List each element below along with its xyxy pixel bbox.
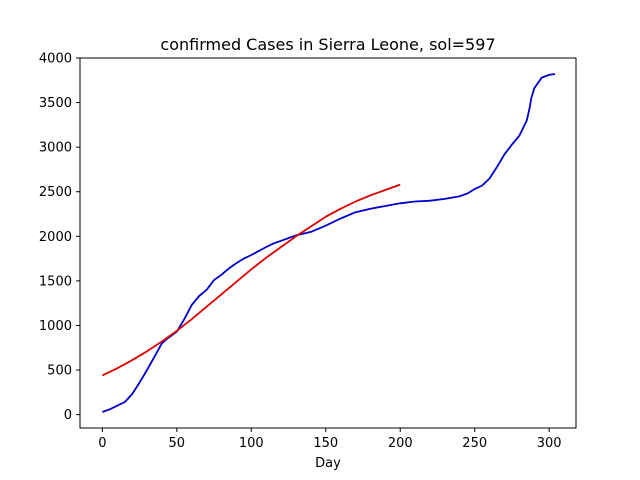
y-tick-label: 1000 — [39, 319, 72, 334]
x-tick-label: 100 — [239, 436, 264, 451]
y-tick-label: 2500 — [39, 185, 72, 200]
x-tick-label: 0 — [98, 436, 106, 451]
x-tick-label: 200 — [388, 436, 413, 451]
plot-series — [101, 73, 556, 413]
chart-title: confirmed Cases in Sierra Leone, sol=597 — [160, 35, 495, 54]
x-tick-label: 50 — [169, 436, 186, 451]
y-tick-label: 3000 — [39, 141, 72, 156]
y-tick-label: 2000 — [39, 230, 72, 245]
y-tick-label: 4000 — [39, 52, 72, 67]
y-tick-label: 0 — [64, 408, 72, 423]
y-tick-label: 3500 — [39, 96, 72, 111]
series-line-2 — [101, 183, 401, 377]
x-tick-label: 250 — [462, 436, 487, 451]
axes: 0 50 100 150 200 250 3000500100015002000250030… — [39, 52, 577, 451]
x-axis-label: Day — [315, 456, 341, 471]
y-tick-label: 500 — [47, 364, 72, 379]
x-tick-label: 150 — [313, 436, 338, 451]
plot-frame — [79, 57, 577, 429]
series-line-1 — [101, 73, 556, 413]
x-tick-label: 300 — [537, 436, 562, 451]
y-tick-label: 1500 — [39, 274, 72, 289]
